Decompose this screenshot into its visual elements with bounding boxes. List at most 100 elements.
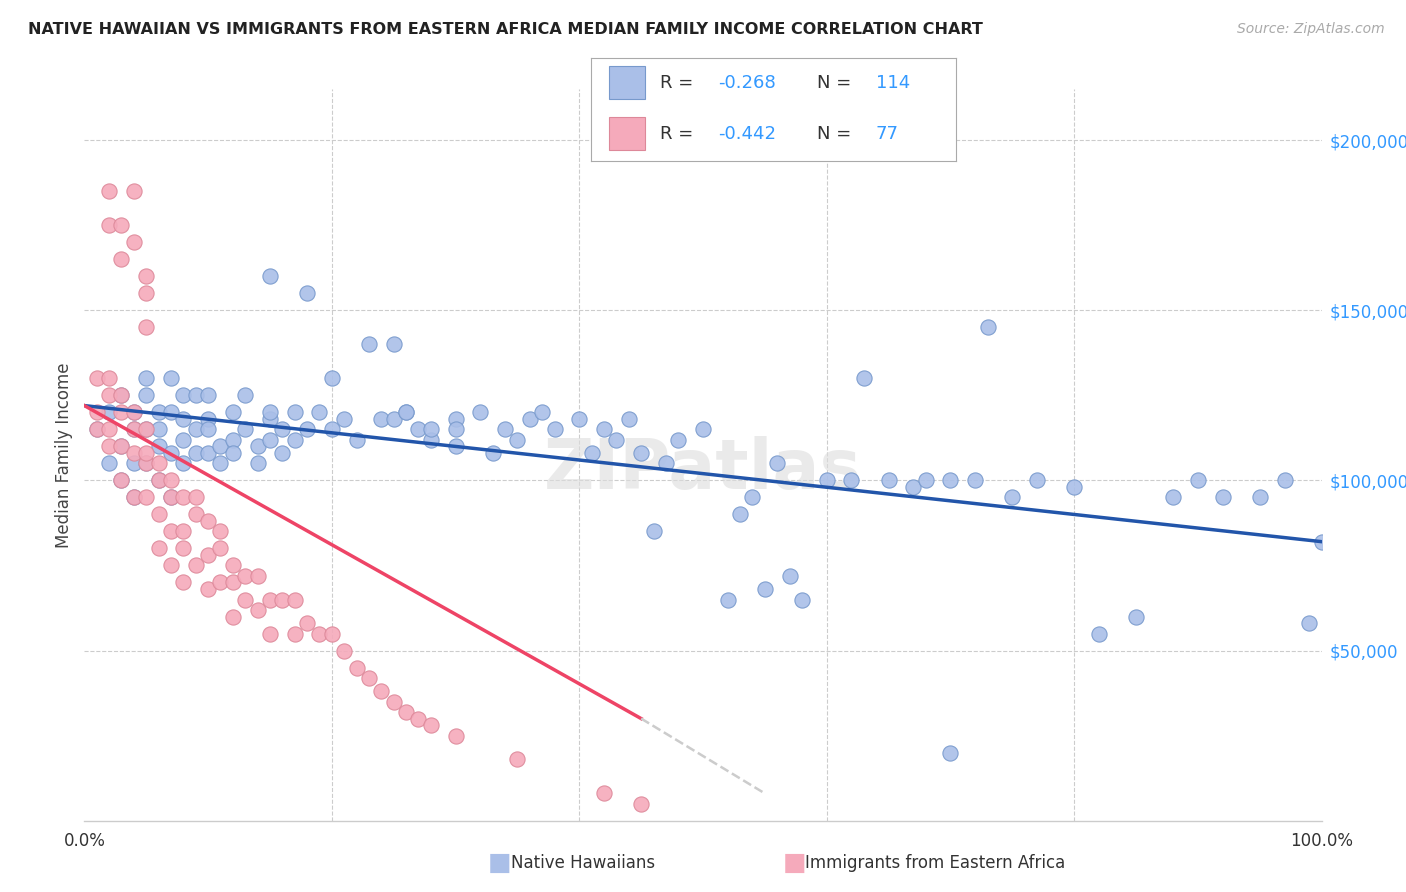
Point xyxy=(122,422,145,436)
Point xyxy=(581,446,603,460)
Point xyxy=(246,457,269,471)
Point xyxy=(593,422,616,436)
Point xyxy=(160,405,183,419)
Point xyxy=(197,446,219,460)
Point xyxy=(308,626,330,640)
Point xyxy=(160,491,183,505)
Point xyxy=(470,405,492,419)
Point xyxy=(197,582,219,597)
Point xyxy=(184,388,207,402)
Point xyxy=(382,695,405,709)
Point xyxy=(519,412,541,426)
Point xyxy=(160,474,183,488)
Point xyxy=(444,439,467,453)
Point xyxy=(259,626,281,640)
Point xyxy=(790,592,813,607)
Point xyxy=(728,508,751,522)
Point xyxy=(643,524,665,539)
Point xyxy=(122,491,145,505)
Point xyxy=(222,433,245,447)
Point xyxy=(1249,491,1271,505)
Point xyxy=(160,558,183,573)
Point xyxy=(98,422,121,436)
Point xyxy=(1026,474,1049,488)
Text: 77: 77 xyxy=(876,125,898,143)
Point xyxy=(110,474,132,488)
Point xyxy=(160,371,183,385)
Point xyxy=(122,184,145,198)
Point xyxy=(110,252,132,267)
Point xyxy=(481,446,503,460)
Point xyxy=(184,446,207,460)
Point xyxy=(184,491,207,505)
Point xyxy=(172,491,194,505)
Point xyxy=(197,549,219,563)
Point xyxy=(370,412,392,426)
Point xyxy=(852,371,875,385)
Point xyxy=(1187,474,1209,488)
Point xyxy=(346,433,368,447)
Point xyxy=(86,422,108,436)
Point xyxy=(233,388,256,402)
Point xyxy=(222,558,245,573)
Point xyxy=(197,412,219,426)
Point xyxy=(605,433,627,447)
Point xyxy=(172,524,194,539)
Text: N =: N = xyxy=(817,74,852,92)
Point xyxy=(122,405,145,419)
Point xyxy=(135,388,157,402)
Bar xyxy=(609,66,645,99)
Point xyxy=(135,269,157,284)
Point xyxy=(246,439,269,453)
Point xyxy=(295,422,318,436)
Point xyxy=(717,592,740,607)
Point xyxy=(135,320,157,334)
Point xyxy=(284,592,307,607)
Point xyxy=(160,524,183,539)
Point xyxy=(148,474,170,488)
Point xyxy=(259,412,281,426)
Text: ■: ■ xyxy=(783,851,806,874)
Point xyxy=(172,575,194,590)
Point xyxy=(86,405,108,419)
Point xyxy=(382,412,405,426)
Point xyxy=(98,439,121,453)
Point xyxy=(1125,609,1147,624)
Point xyxy=(122,491,145,505)
Point xyxy=(197,422,219,436)
Point xyxy=(222,575,245,590)
Point xyxy=(419,718,441,732)
Point xyxy=(419,433,441,447)
Point xyxy=(444,729,467,743)
Point xyxy=(357,337,380,351)
Text: -0.268: -0.268 xyxy=(718,74,776,92)
Point xyxy=(172,457,194,471)
Point xyxy=(779,568,801,582)
Text: Source: ZipAtlas.com: Source: ZipAtlas.com xyxy=(1237,22,1385,37)
Point xyxy=(259,592,281,607)
Text: R =: R = xyxy=(659,125,693,143)
Point xyxy=(1161,491,1184,505)
Point xyxy=(382,337,405,351)
Point xyxy=(259,405,281,419)
Text: Native Hawaiians: Native Hawaiians xyxy=(512,854,655,871)
Point xyxy=(321,371,343,385)
Point xyxy=(1063,480,1085,494)
Point xyxy=(98,388,121,402)
Point xyxy=(148,405,170,419)
Point xyxy=(976,320,998,334)
Point xyxy=(284,626,307,640)
Point xyxy=(692,422,714,436)
Text: N =: N = xyxy=(817,125,852,143)
Point xyxy=(209,541,232,556)
Text: R =: R = xyxy=(659,74,693,92)
Point xyxy=(209,439,232,453)
Point xyxy=(914,474,936,488)
Point xyxy=(271,446,294,460)
Point xyxy=(395,405,418,419)
Point xyxy=(110,405,132,419)
Point xyxy=(135,446,157,460)
Point xyxy=(135,286,157,301)
Point xyxy=(160,491,183,505)
Point xyxy=(233,592,256,607)
